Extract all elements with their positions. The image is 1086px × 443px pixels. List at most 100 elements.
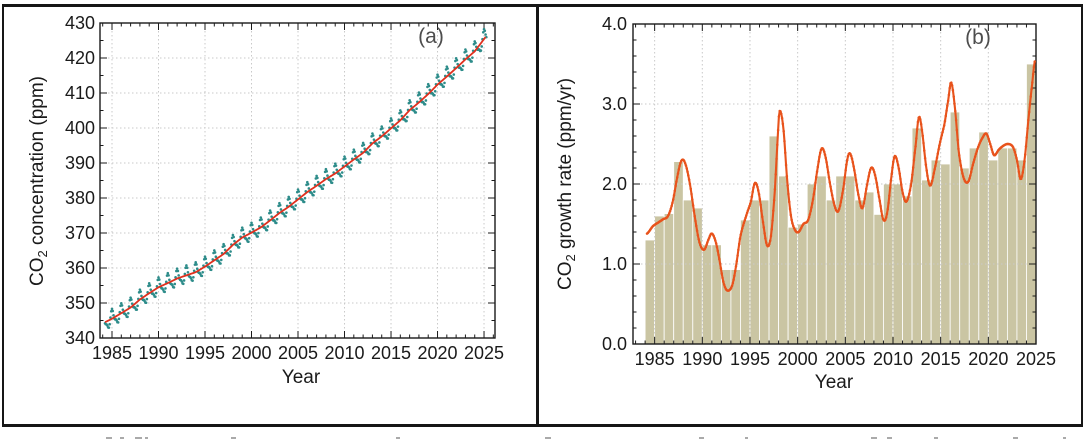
growth-rate-dot	[894, 155, 897, 158]
monthly-co2-dot	[247, 240, 250, 243]
growth-rate-bar	[997, 147, 1008, 345]
growth-rate-dot	[942, 124, 946, 127]
growth-rate-dot	[854, 178, 858, 182]
growth-rate-dot	[930, 182, 933, 185]
growth-rate-bar	[873, 213, 884, 345]
monthly-co2-dot	[275, 217, 279, 221]
monthly-co2-dot	[219, 262, 222, 265]
monthly-co2-dot	[349, 167, 353, 171]
growth-rate-dot	[840, 196, 843, 199]
growth-rate-dot	[890, 172, 893, 176]
monthly-co2-dot	[257, 231, 260, 235]
growth-rate-dot	[668, 209, 672, 213]
monthly-co2-dot	[433, 89, 437, 93]
growth-rate-dot	[838, 204, 842, 208]
monthly-co2-dot	[315, 174, 318, 178]
monthly-co2-dot	[210, 264, 214, 268]
growth-rate-dot	[842, 182, 846, 185]
growth-rate-dot	[714, 239, 717, 242]
monthly-co2-dot	[368, 152, 371, 156]
growth-rate-dot	[873, 173, 877, 177]
growth-rate-dot	[694, 219, 697, 223]
growth-rate-dot	[715, 245, 719, 249]
monthly-co2-dot	[484, 33, 487, 36]
y-tick-label: 2.0	[602, 174, 627, 194]
monthly-co2-dot	[270, 215, 273, 218]
monthly-co2-dot	[386, 137, 390, 140]
growth-rate-bar	[854, 199, 865, 345]
growth-rate-dot	[850, 157, 854, 160]
growth-rate-dot	[885, 212, 889, 216]
monthly-co2-dot	[213, 251, 217, 254]
monthly-co2-dot	[232, 235, 235, 239]
growth-rate-dot	[751, 190, 754, 194]
growth-rate-dot	[768, 239, 772, 243]
growth-rate-dot	[769, 234, 773, 238]
growth-rate-dot	[900, 183, 903, 186]
monthly-co2-dot	[307, 187, 311, 190]
growth-rate-dot	[876, 186, 879, 189]
monthly-co2-dot	[259, 216, 263, 219]
growth-rate-dot	[938, 144, 941, 147]
growth-rate-dot	[827, 176, 831, 179]
monthly-co2-dot	[213, 249, 216, 252]
monthly-co2-dot	[195, 267, 199, 271]
monthly-co2-dot	[278, 201, 281, 205]
growth-rate-dot	[927, 179, 930, 182]
growth-rate-dot	[742, 221, 746, 225]
growth-rate-dot	[671, 198, 675, 201]
growth-rate-dot	[675, 176, 679, 179]
growth-rate-dot	[822, 148, 825, 151]
growth-rate-dot	[812, 192, 816, 196]
growth-rate-dot	[716, 249, 719, 253]
growth-rate-dot	[695, 224, 698, 228]
monthly-co2-dot	[130, 302, 134, 305]
growth-rate-dot	[679, 161, 682, 165]
plot-frame	[99, 22, 496, 339]
growth-rate-dot	[771, 219, 774, 222]
growth-rate-dot	[1030, 88, 1033, 91]
growth-rate-dot	[1017, 170, 1021, 173]
growth-rate-dot	[791, 224, 795, 228]
monthly-co2-dot	[164, 287, 167, 290]
growth-rate-dot	[872, 168, 875, 171]
growth-rate-dot	[1023, 153, 1027, 156]
growth-rate-dot	[1023, 159, 1026, 163]
growth-rate-dot	[722, 280, 725, 283]
x-tick-label: 2005	[278, 343, 318, 363]
monthly-co2-dot	[343, 155, 346, 158]
monthly-co2-dot	[395, 129, 399, 132]
growth-rate-dot	[718, 262, 722, 265]
growth-rate-dot	[696, 233, 700, 237]
monthly-co2-dot	[419, 97, 422, 100]
growth-rate-dot	[857, 197, 861, 200]
monthly-co2-dot	[154, 295, 157, 298]
growth-rate-dot	[730, 284, 734, 288]
x-tick-label: 2005	[825, 349, 865, 369]
y-tick-label: 410	[65, 83, 95, 103]
growth-rate-dot	[853, 169, 856, 172]
monthly-co2-dot	[340, 174, 343, 178]
monthly-co2-dot	[172, 286, 176, 289]
monthly-co2-dot	[409, 100, 412, 104]
growth-rate-dot	[698, 241, 701, 244]
monthly-co2-dot	[231, 233, 235, 237]
growth-rate-dot	[757, 193, 761, 196]
growth-rate-dot	[958, 159, 962, 162]
monthly-co2-dot	[120, 304, 124, 307]
monthly-co2-dot	[371, 132, 374, 135]
growth-rate-bar	[759, 199, 770, 345]
growth-rate-dot	[936, 152, 940, 155]
growth-rate-dot	[746, 209, 750, 212]
monthly-co2-dot	[185, 266, 189, 270]
y-tick-label: 4.0	[602, 14, 627, 34]
growth-rate-dot	[841, 192, 844, 195]
growth-rate-dot	[747, 207, 750, 210]
growth-rate-dot	[946, 99, 950, 103]
growth-rate-dot	[761, 220, 765, 224]
monthly-co2-dot	[359, 157, 363, 161]
monthly-co2-dot	[372, 138, 376, 141]
growth-rate-dot	[862, 201, 866, 205]
monthly-co2-dot	[185, 264, 188, 267]
monthly-co2-dot	[144, 301, 148, 305]
